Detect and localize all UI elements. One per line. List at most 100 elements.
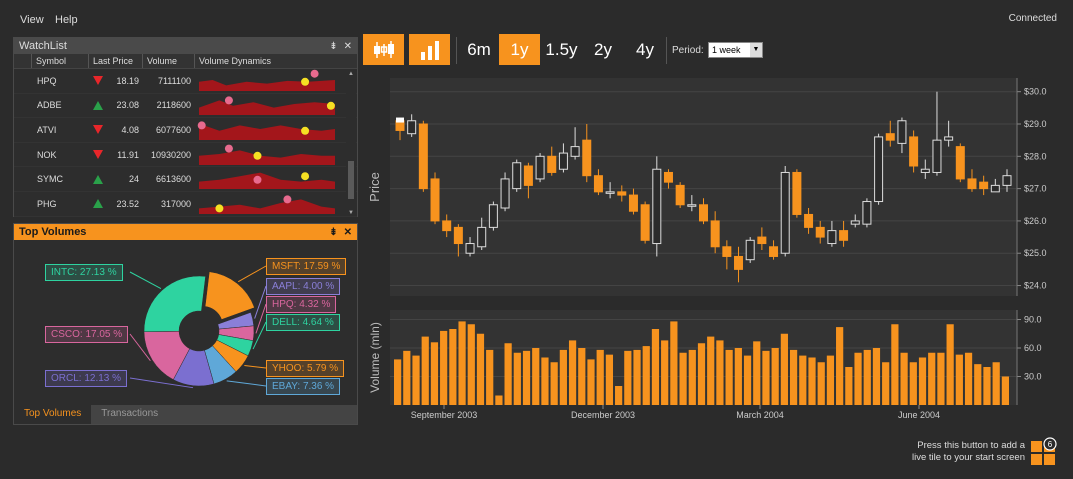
scrollbar-thumb[interactable] [348, 161, 354, 199]
volume-bar[interactable] [495, 395, 503, 406]
volume-bar[interactable] [808, 357, 816, 406]
volume-bar[interactable] [421, 336, 429, 405]
volume-bar[interactable] [845, 367, 853, 405]
volume-bar[interactable] [799, 355, 807, 405]
candle-body[interactable] [827, 230, 837, 245]
candle-body[interactable] [944, 136, 954, 141]
volume-bar[interactable] [624, 350, 632, 405]
volume-bar[interactable] [762, 350, 770, 405]
volume-bar[interactable] [789, 349, 798, 405]
volume-bar[interactable] [882, 362, 890, 405]
volume-bar[interactable] [863, 349, 871, 405]
candle-body[interactable] [500, 178, 510, 209]
candle-body[interactable] [488, 204, 498, 228]
candle-body[interactable] [430, 178, 440, 222]
col-volume[interactable]: Volume [143, 54, 195, 68]
volume-bar[interactable] [955, 354, 963, 405]
volume-bar[interactable] [734, 348, 742, 405]
candle-body[interactable] [710, 220, 720, 248]
volume-bar[interactable] [568, 340, 577, 405]
menu-view[interactable]: View [20, 14, 44, 26]
candle-body[interactable] [558, 152, 568, 170]
candle-body[interactable] [792, 171, 802, 215]
volume-bar[interactable] [605, 354, 614, 405]
col-last-price[interactable]: Last Price [89, 54, 143, 68]
candle-body[interactable] [523, 165, 533, 186]
volume-bar[interactable] [394, 359, 402, 405]
volume-bar[interactable] [900, 352, 908, 405]
candle-body[interactable] [885, 133, 895, 141]
pin-icon[interactable]: ⇟ [329, 40, 338, 52]
volume-bar[interactable] [458, 321, 466, 405]
watchlist-row[interactable]: PHG 23.52 317000 [14, 192, 357, 217]
volume-bar[interactable] [974, 364, 982, 405]
tab-top-volumes[interactable]: Top Volumes [14, 405, 92, 424]
candle-body[interactable] [652, 168, 662, 245]
volume-bar[interactable] [522, 350, 531, 405]
candle-body[interactable] [909, 136, 919, 167]
volume-bar[interactable] [513, 352, 521, 405]
range-6m-button[interactable]: 6m [467, 40, 491, 59]
volume-bar[interactable] [679, 352, 687, 405]
watchlist-row[interactable]: ADBE 23.08 2118600 [14, 94, 357, 119]
candle-body[interactable] [442, 220, 452, 232]
pin-icon[interactable]: ⇟ [329, 226, 338, 238]
close-icon[interactable]: ✕ [343, 226, 352, 238]
candle-body[interactable] [850, 220, 860, 225]
volume-bar[interactable] [587, 359, 595, 405]
candle-body[interactable] [722, 246, 732, 257]
volume-bar[interactable] [578, 348, 586, 405]
volume-bar[interactable] [836, 327, 844, 405]
volume-bar[interactable] [651, 329, 660, 405]
volume-bar[interactable] [891, 324, 899, 405]
donut-slice[interactable] [143, 275, 206, 333]
volume-bar[interactable] [743, 355, 752, 405]
candle-body[interactable] [990, 184, 1000, 193]
candle-body[interactable] [582, 139, 592, 177]
period-dropdown[interactable]: 1 week ▼ [708, 42, 763, 58]
candle-body[interactable] [979, 181, 989, 190]
col-volume-dynamics[interactable]: Volume Dynamics [199, 56, 272, 66]
candle-body[interactable] [535, 155, 545, 180]
candle-body[interactable] [804, 213, 814, 228]
volume-bar[interactable] [753, 341, 761, 405]
candle-body[interactable] [1002, 175, 1012, 186]
candle-body[interactable] [699, 204, 708, 222]
candle-body[interactable] [815, 226, 825, 238]
volume-bar[interactable] [909, 362, 917, 405]
close-icon[interactable]: ✕ [343, 40, 352, 52]
range-1y-button[interactable]: 1y [499, 34, 540, 65]
candle-body[interactable] [839, 230, 849, 241]
volume-bar[interactable] [412, 355, 420, 405]
add-live-tile-button[interactable]: 6 [1030, 437, 1058, 468]
candle-body[interactable] [675, 184, 685, 206]
candle-body[interactable] [955, 146, 965, 180]
volume-bar[interactable] [725, 349, 733, 405]
volume-bar[interactable] [559, 349, 567, 405]
candle-body[interactable] [465, 243, 475, 254]
volume-bar[interactable] [771, 348, 779, 405]
volume-bar[interactable] [928, 352, 936, 405]
tab-transactions[interactable]: Transactions [91, 405, 160, 424]
candle-body[interactable] [745, 239, 755, 261]
candle-body[interactable] [967, 178, 977, 190]
volume-bar[interactable] [596, 349, 604, 405]
volume-bar[interactable] [937, 352, 945, 405]
candle-body[interactable] [932, 139, 942, 173]
volume-bar[interactable] [780, 333, 788, 405]
candle-body[interactable] [418, 123, 428, 190]
volume-bar[interactable] [854, 352, 862, 405]
candle-body[interactable] [780, 171, 790, 254]
candle-body[interactable] [593, 175, 603, 193]
volume-bar[interactable] [440, 330, 448, 405]
volume-bar[interactable] [1001, 376, 1009, 406]
candle-body[interactable] [628, 194, 638, 212]
col-symbol[interactable]: Symbol [32, 54, 89, 68]
volume-bar[interactable] [918, 357, 927, 406]
candle-body[interactable] [862, 201, 872, 225]
candle-body[interactable] [920, 168, 930, 173]
watchlist-row[interactable]: NOK 11.91 10930200 [14, 143, 357, 168]
volume-bar[interactable] [707, 336, 715, 405]
candle-body[interactable] [734, 255, 744, 270]
candle-body[interactable] [605, 191, 615, 194]
